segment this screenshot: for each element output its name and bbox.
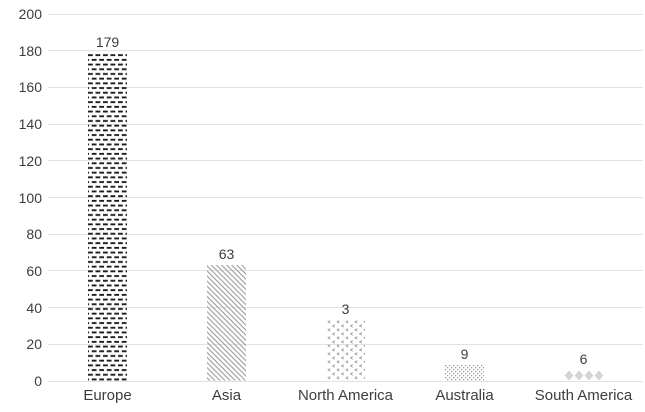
bar-value-label: 3	[341, 301, 350, 318]
bar	[445, 364, 484, 381]
y-axis-tick-label: 60	[26, 262, 42, 279]
y-axis-tick-label: 140	[18, 116, 42, 133]
gridline	[48, 197, 643, 198]
y-axis-tick-label: 180	[18, 42, 42, 59]
x-axis-category-label: Asia	[211, 387, 242, 404]
bar-column: 179	[48, 0, 167, 381]
bar	[88, 52, 127, 381]
bar	[207, 265, 246, 381]
x-axis-category-label: North America	[297, 387, 394, 404]
bar-value-label: 6	[579, 351, 588, 367]
y-axis-tick-label: 20	[26, 336, 42, 353]
bar-value-label: 9	[460, 345, 469, 362]
bar-column: 9	[405, 0, 524, 381]
bar	[564, 370, 603, 381]
y-axis-tick-label: 120	[18, 152, 42, 169]
x-axis-category-label: South America	[534, 387, 633, 404]
y-axis-tick-label: 40	[26, 299, 42, 316]
gridline	[48, 233, 643, 235]
plot-area: 179 63 3 9 6	[48, 0, 643, 381]
y-axis-tick-label: 0	[34, 373, 42, 389]
gridline	[48, 123, 643, 125]
x-axis-category-labels: Europe Asia North America Australia South Am…	[48, 386, 643, 408]
gridline	[48, 13, 643, 15]
y-axis-tick-label: 200	[18, 6, 42, 22]
y-axis-tick-label: 100	[18, 189, 42, 206]
bar	[326, 320, 365, 381]
gridline	[48, 270, 643, 272]
gridline	[48, 307, 643, 309]
y-axis-tick-label: 160	[18, 79, 42, 96]
bar-column: 6	[524, 0, 643, 381]
gridline	[48, 160, 643, 162]
bar-column: 3	[286, 0, 405, 381]
gridline	[48, 380, 643, 382]
bar-value-label: 63	[218, 246, 235, 263]
x-axis-category-label: Australia	[435, 387, 494, 404]
bar-column: 63	[167, 0, 286, 381]
gridline	[48, 86, 643, 88]
gridline	[48, 50, 643, 52]
x-axis-category-label: Europe	[83, 387, 132, 404]
y-axis-tick-label: 80	[26, 226, 42, 243]
bar-value-label: 179	[95, 33, 120, 50]
